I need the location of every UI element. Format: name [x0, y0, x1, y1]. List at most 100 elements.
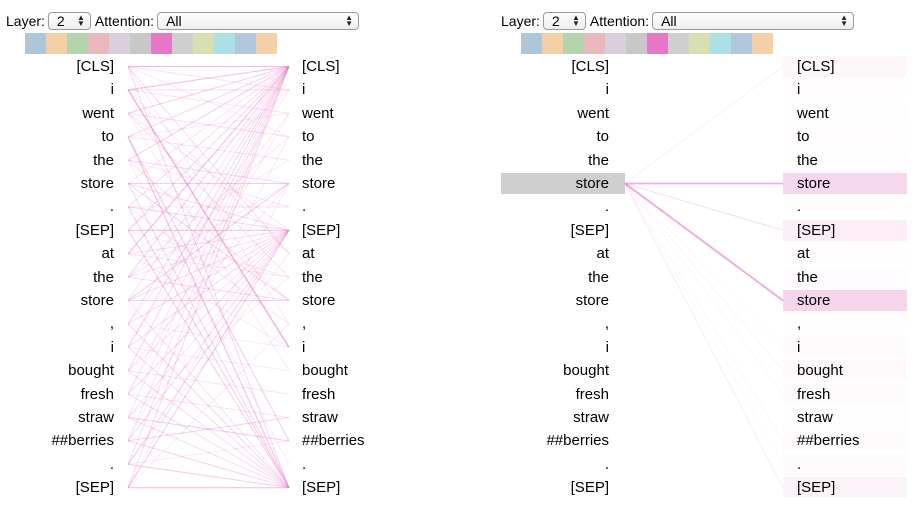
- head-swatch[interactable]: [88, 33, 109, 54]
- target-token[interactable]: ##berries: [797, 432, 860, 450]
- head-swatch[interactable]: [689, 33, 710, 54]
- head-swatch[interactable]: [67, 33, 88, 54]
- head-swatch[interactable]: [626, 33, 647, 54]
- attention-select[interactable]: All ▲ ▼: [157, 12, 360, 30]
- head-swatch[interactable]: [584, 33, 605, 54]
- head-swatch[interactable]: [46, 33, 67, 54]
- source-token[interactable]: ,: [604, 315, 609, 333]
- head-swatch[interactable]: [256, 33, 277, 54]
- target-token[interactable]: bought: [797, 362, 843, 380]
- target-token[interactable]: .: [797, 455, 802, 473]
- target-token[interactable]: [CLS]: [797, 58, 835, 75]
- target-token[interactable]: .: [302, 455, 307, 473]
- source-token[interactable]: [SEP]: [570, 221, 609, 239]
- source-token[interactable]: .: [604, 455, 609, 473]
- target-token[interactable]: .: [797, 198, 802, 216]
- source-token[interactable]: fresh: [575, 385, 609, 403]
- head-swatch[interactable]: [752, 33, 773, 54]
- head-swatch[interactable]: [605, 33, 626, 54]
- target-token[interactable]: bought: [302, 362, 348, 380]
- source-token[interactable]: at: [101, 245, 114, 263]
- target-token[interactable]: store: [302, 175, 336, 192]
- target-token[interactable]: fresh: [797, 385, 831, 403]
- target-token[interactable]: the: [797, 151, 818, 169]
- layer-select[interactable]: 2 ▲ ▼: [542, 12, 586, 30]
- source-token[interactable]: bought: [68, 362, 114, 380]
- source-token[interactable]: straw: [573, 409, 609, 426]
- target-token[interactable]: i: [797, 338, 801, 356]
- target-token[interactable]: i: [797, 81, 801, 99]
- source-token[interactable]: store: [80, 292, 114, 309]
- target-token[interactable]: i: [302, 338, 306, 356]
- source-token[interactable]: ##berries: [51, 432, 114, 450]
- source-token[interactable]: store: [575, 175, 609, 192]
- source-token[interactable]: went: [82, 104, 114, 122]
- target-token[interactable]: [SEP]: [302, 221, 341, 239]
- target-token[interactable]: store: [797, 292, 831, 309]
- target-token[interactable]: to: [797, 128, 810, 146]
- target-token[interactable]: store: [302, 292, 336, 309]
- source-token[interactable]: the: [93, 268, 114, 286]
- head-swatch[interactable]: [668, 33, 689, 54]
- source-token[interactable]: i: [110, 338, 114, 356]
- source-token[interactable]: went: [577, 104, 609, 122]
- target-token[interactable]: the: [302, 151, 323, 169]
- head-swatch[interactable]: [151, 33, 172, 54]
- source-token[interactable]: to: [101, 128, 114, 146]
- target-token[interactable]: [CLS]: [302, 58, 340, 75]
- head-swatch[interactable]: [172, 33, 193, 54]
- target-token[interactable]: i: [302, 81, 306, 99]
- attention-select[interactable]: All ▲ ▼: [652, 12, 855, 30]
- head-swatch[interactable]: [25, 33, 46, 54]
- source-token[interactable]: ##berries: [546, 432, 609, 450]
- target-token[interactable]: at: [302, 245, 315, 263]
- source-token[interactable]: .: [109, 455, 114, 473]
- target-token[interactable]: straw: [302, 409, 338, 426]
- target-token[interactable]: to: [302, 128, 315, 146]
- head-swatch[interactable]: [109, 33, 130, 54]
- source-token[interactable]: i: [605, 338, 609, 356]
- source-token[interactable]: [SEP]: [570, 479, 609, 497]
- target-token[interactable]: fresh: [302, 385, 336, 403]
- target-token[interactable]: the: [302, 268, 323, 286]
- head-swatch[interactable]: [710, 33, 731, 54]
- source-token[interactable]: [SEP]: [75, 479, 114, 497]
- source-token[interactable]: bought: [563, 362, 609, 380]
- source-token[interactable]: store: [575, 292, 609, 309]
- source-token[interactable]: .: [604, 198, 609, 216]
- target-token[interactable]: store: [797, 175, 831, 192]
- target-token[interactable]: went: [302, 104, 334, 122]
- source-token[interactable]: .: [109, 198, 114, 216]
- head-swatch[interactable]: [563, 33, 584, 54]
- target-token[interactable]: ,: [797, 315, 802, 333]
- source-token[interactable]: ,: [109, 315, 114, 333]
- head-swatch[interactable]: [130, 33, 151, 54]
- source-token[interactable]: store: [80, 175, 114, 192]
- source-token[interactable]: [SEP]: [75, 221, 114, 239]
- source-token[interactable]: the: [93, 151, 114, 169]
- head-swatch[interactable]: [235, 33, 256, 54]
- target-token[interactable]: the: [797, 268, 818, 286]
- source-token[interactable]: fresh: [80, 385, 114, 403]
- source-token[interactable]: to: [596, 128, 609, 146]
- target-token[interactable]: ##berries: [302, 432, 365, 450]
- head-swatch[interactable]: [731, 33, 752, 54]
- source-token[interactable]: [CLS]: [571, 58, 609, 75]
- layer-select[interactable]: 2 ▲ ▼: [47, 12, 91, 30]
- head-swatch[interactable]: [193, 33, 214, 54]
- head-swatch[interactable]: [521, 33, 542, 54]
- source-token[interactable]: the: [588, 268, 609, 286]
- target-token[interactable]: at: [797, 245, 810, 263]
- head-swatch[interactable]: [542, 33, 563, 54]
- source-token[interactable]: straw: [78, 409, 114, 426]
- source-token[interactable]: [CLS]: [76, 58, 114, 75]
- head-swatch[interactable]: [214, 33, 235, 54]
- target-token[interactable]: [SEP]: [797, 479, 836, 497]
- target-token[interactable]: .: [302, 198, 307, 216]
- target-token[interactable]: ,: [302, 315, 307, 333]
- head-swatch[interactable]: [647, 33, 668, 54]
- target-token[interactable]: straw: [797, 409, 833, 426]
- target-token[interactable]: [SEP]: [797, 221, 836, 239]
- target-token[interactable]: went: [797, 104, 829, 122]
- source-token[interactable]: the: [588, 151, 609, 169]
